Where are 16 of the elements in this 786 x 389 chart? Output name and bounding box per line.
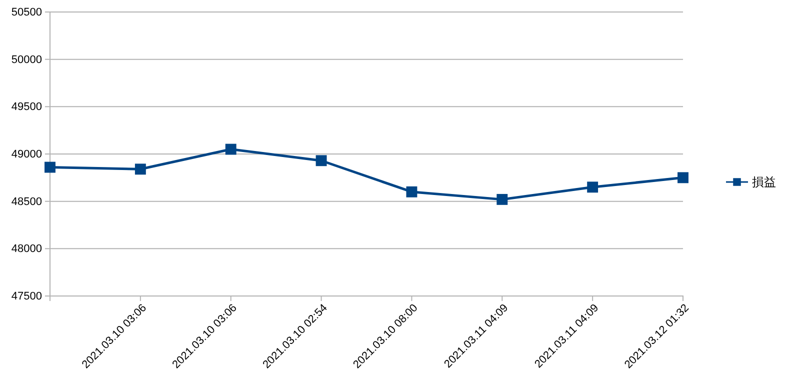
- point: [44, 162, 56, 173]
- point: [134, 164, 146, 175]
- y-tick-label: 49500: [11, 101, 42, 114]
- point: [678, 172, 688, 184]
- y-tick-label: 47500: [11, 290, 42, 303]
- y-tick-label: 48000: [11, 243, 42, 256]
- legend-label: 損益: [752, 175, 776, 190]
- y-tick-label: 48500: [11, 196, 42, 208]
- y-tick-label: 50000: [11, 54, 42, 66]
- point: [316, 155, 327, 166]
- point: [406, 186, 418, 198]
- y-tick-label: 49000: [11, 148, 42, 161]
- point: [496, 194, 508, 205]
- point: [587, 182, 598, 193]
- point: [225, 144, 236, 155]
- y-tick-label: 50500: [11, 6, 42, 19]
